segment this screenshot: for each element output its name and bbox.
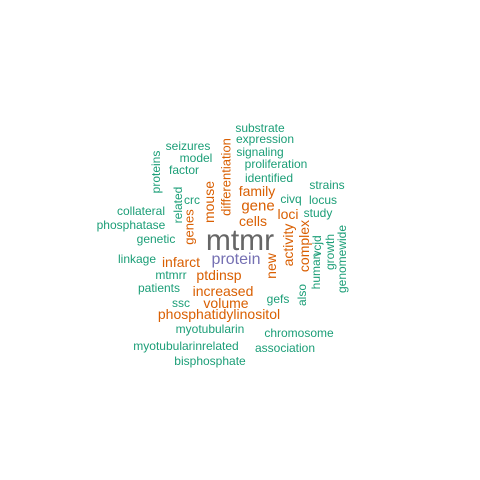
word-phosphatase: phosphatase [96, 218, 166, 232]
word-infarct: infarct [161, 254, 201, 270]
word-volume: volume [203, 295, 249, 311]
word-identified: identified [244, 171, 294, 185]
word-ssc: ssc [172, 296, 190, 310]
word-patients: patients [137, 281, 181, 295]
word-collateral: collateral [116, 204, 166, 218]
word-activity: activity [280, 223, 296, 267]
word-chromosome: chromosome [264, 326, 334, 340]
word-bisphosphate: bisphosphate [174, 354, 246, 368]
word-myotubularin: myotubularin [175, 322, 245, 336]
word-increased: increased [192, 283, 254, 299]
word-protein: protein [211, 251, 261, 268]
word-expression: expression [235, 132, 295, 146]
word-linkage: linkage [117, 252, 157, 266]
word-myotubularinrelated: myotubularinrelated [133, 339, 239, 353]
word-growth: growth [323, 233, 337, 271]
word-crc: crc [184, 193, 200, 207]
word-locus: locus [308, 193, 338, 207]
word-gene: gene [241, 197, 275, 215]
word-mtmrr: mtmrr [155, 268, 187, 282]
word-substrate: substrate [235, 121, 285, 135]
word-signaling: signaling [236, 145, 284, 159]
word-cells: cells [238, 213, 268, 229]
word-ptdinsp: ptdinsp [196, 267, 242, 283]
word-loci: loci [277, 206, 299, 222]
word-factor: factor [168, 163, 200, 177]
word-genomewide: genomewide [335, 224, 349, 294]
word-association: association [254, 341, 316, 355]
word-proteins: proteins [149, 150, 163, 194]
word-genetic: genetic [136, 232, 176, 246]
word-study: study [303, 206, 333, 220]
word-civq: civq [280, 192, 302, 206]
word-also: also [295, 283, 309, 307]
word-related: related [171, 186, 185, 224]
word-new: new [263, 253, 279, 279]
word-mtmr: mtmr [205, 224, 275, 257]
word-human: human [309, 252, 323, 290]
word-proliferation: proliferation [244, 157, 308, 171]
word-differentiation: differentiation [218, 138, 234, 216]
word-phosphatidylinositol: phosphatidylinositol [157, 306, 281, 322]
word-seizures: seizures [165, 139, 211, 153]
word-strains: strains [309, 178, 345, 192]
word-family: family [238, 183, 276, 199]
word-mouse: mouse [201, 180, 217, 224]
word-model: model [179, 151, 213, 165]
word-gefs: gefs [266, 292, 290, 306]
